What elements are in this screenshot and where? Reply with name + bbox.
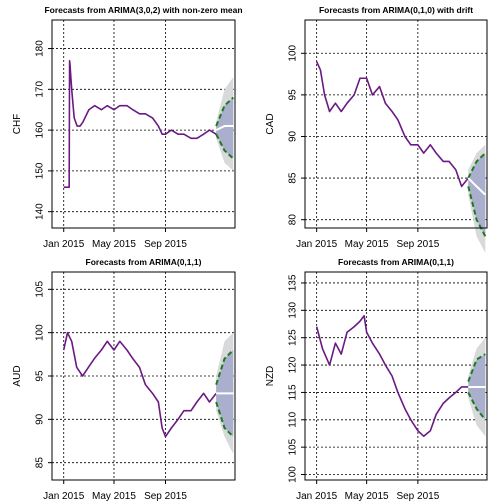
y-tick-label: 180 bbox=[35, 40, 46, 57]
panel-title: Forecasts from ARIMA(0,1,1) bbox=[338, 257, 454, 267]
x-tick-label: Jan 2015 bbox=[296, 239, 338, 250]
x-tick-label: Sep 2015 bbox=[396, 491, 439, 502]
panel-title: Forecasts from ARIMA(3,0,2) with non-zer… bbox=[44, 5, 242, 15]
y-axis-label: AUD bbox=[12, 365, 23, 386]
observed-series-line bbox=[62, 331, 217, 438]
panel-title: Forecasts from ARIMA(0,1,0) with drift bbox=[319, 5, 473, 15]
panel-title: Forecasts from ARIMA(0,1,1) bbox=[86, 257, 202, 267]
plot-frame bbox=[51, 271, 236, 481]
y-tick-label: 140 bbox=[35, 203, 46, 220]
x-tick-label: Jan 2015 bbox=[43, 239, 85, 250]
y-tick-label: 160 bbox=[35, 121, 46, 138]
forecast-lower-bound-line bbox=[467, 186, 487, 237]
y-tick-label: 115 bbox=[288, 384, 299, 400]
y-tick-label: 95 bbox=[288, 89, 299, 101]
observed-series-line bbox=[315, 61, 469, 188]
panel-3: Forecasts from ARIMA(0,1,1) AUD 85 90 95 100 1… bbox=[12, 257, 236, 502]
plot-frame bbox=[304, 19, 488, 229]
x-tick-label: May 2015 bbox=[92, 239, 136, 250]
forecast-mean-line bbox=[215, 125, 234, 132]
y-axis-label: CAD bbox=[265, 113, 276, 134]
y-tick-label: 135 bbox=[288, 274, 299, 291]
y-tick-label: 100 bbox=[288, 45, 299, 62]
y-tick-label: 105 bbox=[35, 281, 46, 298]
y-tick-label: 130 bbox=[288, 302, 299, 319]
y-tick-label: 95 bbox=[35, 370, 46, 382]
y-tick-label: 110 bbox=[288, 411, 299, 427]
y-tick-label: 90 bbox=[35, 413, 46, 425]
y-tick-label: 120 bbox=[288, 356, 299, 373]
y-axis-label: NZD bbox=[265, 366, 276, 387]
panel-1: Forecasts from ARIMA(3,0,2) with non-zer… bbox=[12, 5, 243, 250]
x-tick-label: Sep 2015 bbox=[144, 491, 187, 502]
forecast-mean-line bbox=[467, 177, 487, 196]
y-tick-label: 100 bbox=[288, 466, 299, 483]
y-tick-label: 80 bbox=[288, 214, 299, 226]
forecast-band-80 bbox=[216, 97, 234, 159]
x-tick-label: Jan 2015 bbox=[43, 491, 85, 502]
y-tick-label: 150 bbox=[35, 162, 46, 179]
x-tick-label: May 2015 bbox=[345, 491, 389, 502]
plot-frame bbox=[304, 271, 488, 481]
observed-series-line bbox=[63, 59, 217, 189]
forecast-lower-bound-line bbox=[215, 133, 235, 160]
forecast-band-80 bbox=[468, 153, 486, 237]
y-tick-label: 125 bbox=[288, 329, 299, 346]
x-tick-label: May 2015 bbox=[92, 491, 136, 502]
panel-4: Forecasts from ARIMA(0,1,1) NZD 100 105 110 1… bbox=[265, 257, 488, 502]
y-tick-label: 100 bbox=[35, 324, 46, 341]
y-tick-label: 170 bbox=[35, 81, 46, 98]
y-axis-label: CHF bbox=[12, 114, 23, 135]
forecast-upper-bound-line bbox=[215, 349, 235, 385]
x-tick-label: Sep 2015 bbox=[396, 239, 439, 250]
forecast-lower-bound-line bbox=[467, 391, 487, 421]
y-tick-label: 90 bbox=[288, 130, 299, 142]
y-tick-label: 85 bbox=[35, 457, 46, 469]
x-tick-label: Sep 2015 bbox=[144, 239, 187, 250]
forecast-lower-bound-line bbox=[215, 401, 235, 438]
panel-2: Forecasts from ARIMA(0,1,0) with drift CA… bbox=[265, 5, 488, 253]
x-tick-label: Jan 2015 bbox=[296, 491, 338, 502]
y-tick-label: 105 bbox=[288, 438, 299, 455]
forecast-upper-bound-line bbox=[467, 152, 487, 179]
plot-frame bbox=[51, 19, 236, 229]
y-tick-label: 85 bbox=[288, 172, 299, 184]
observed-series-line bbox=[315, 314, 469, 438]
x-tick-label: May 2015 bbox=[345, 239, 389, 250]
